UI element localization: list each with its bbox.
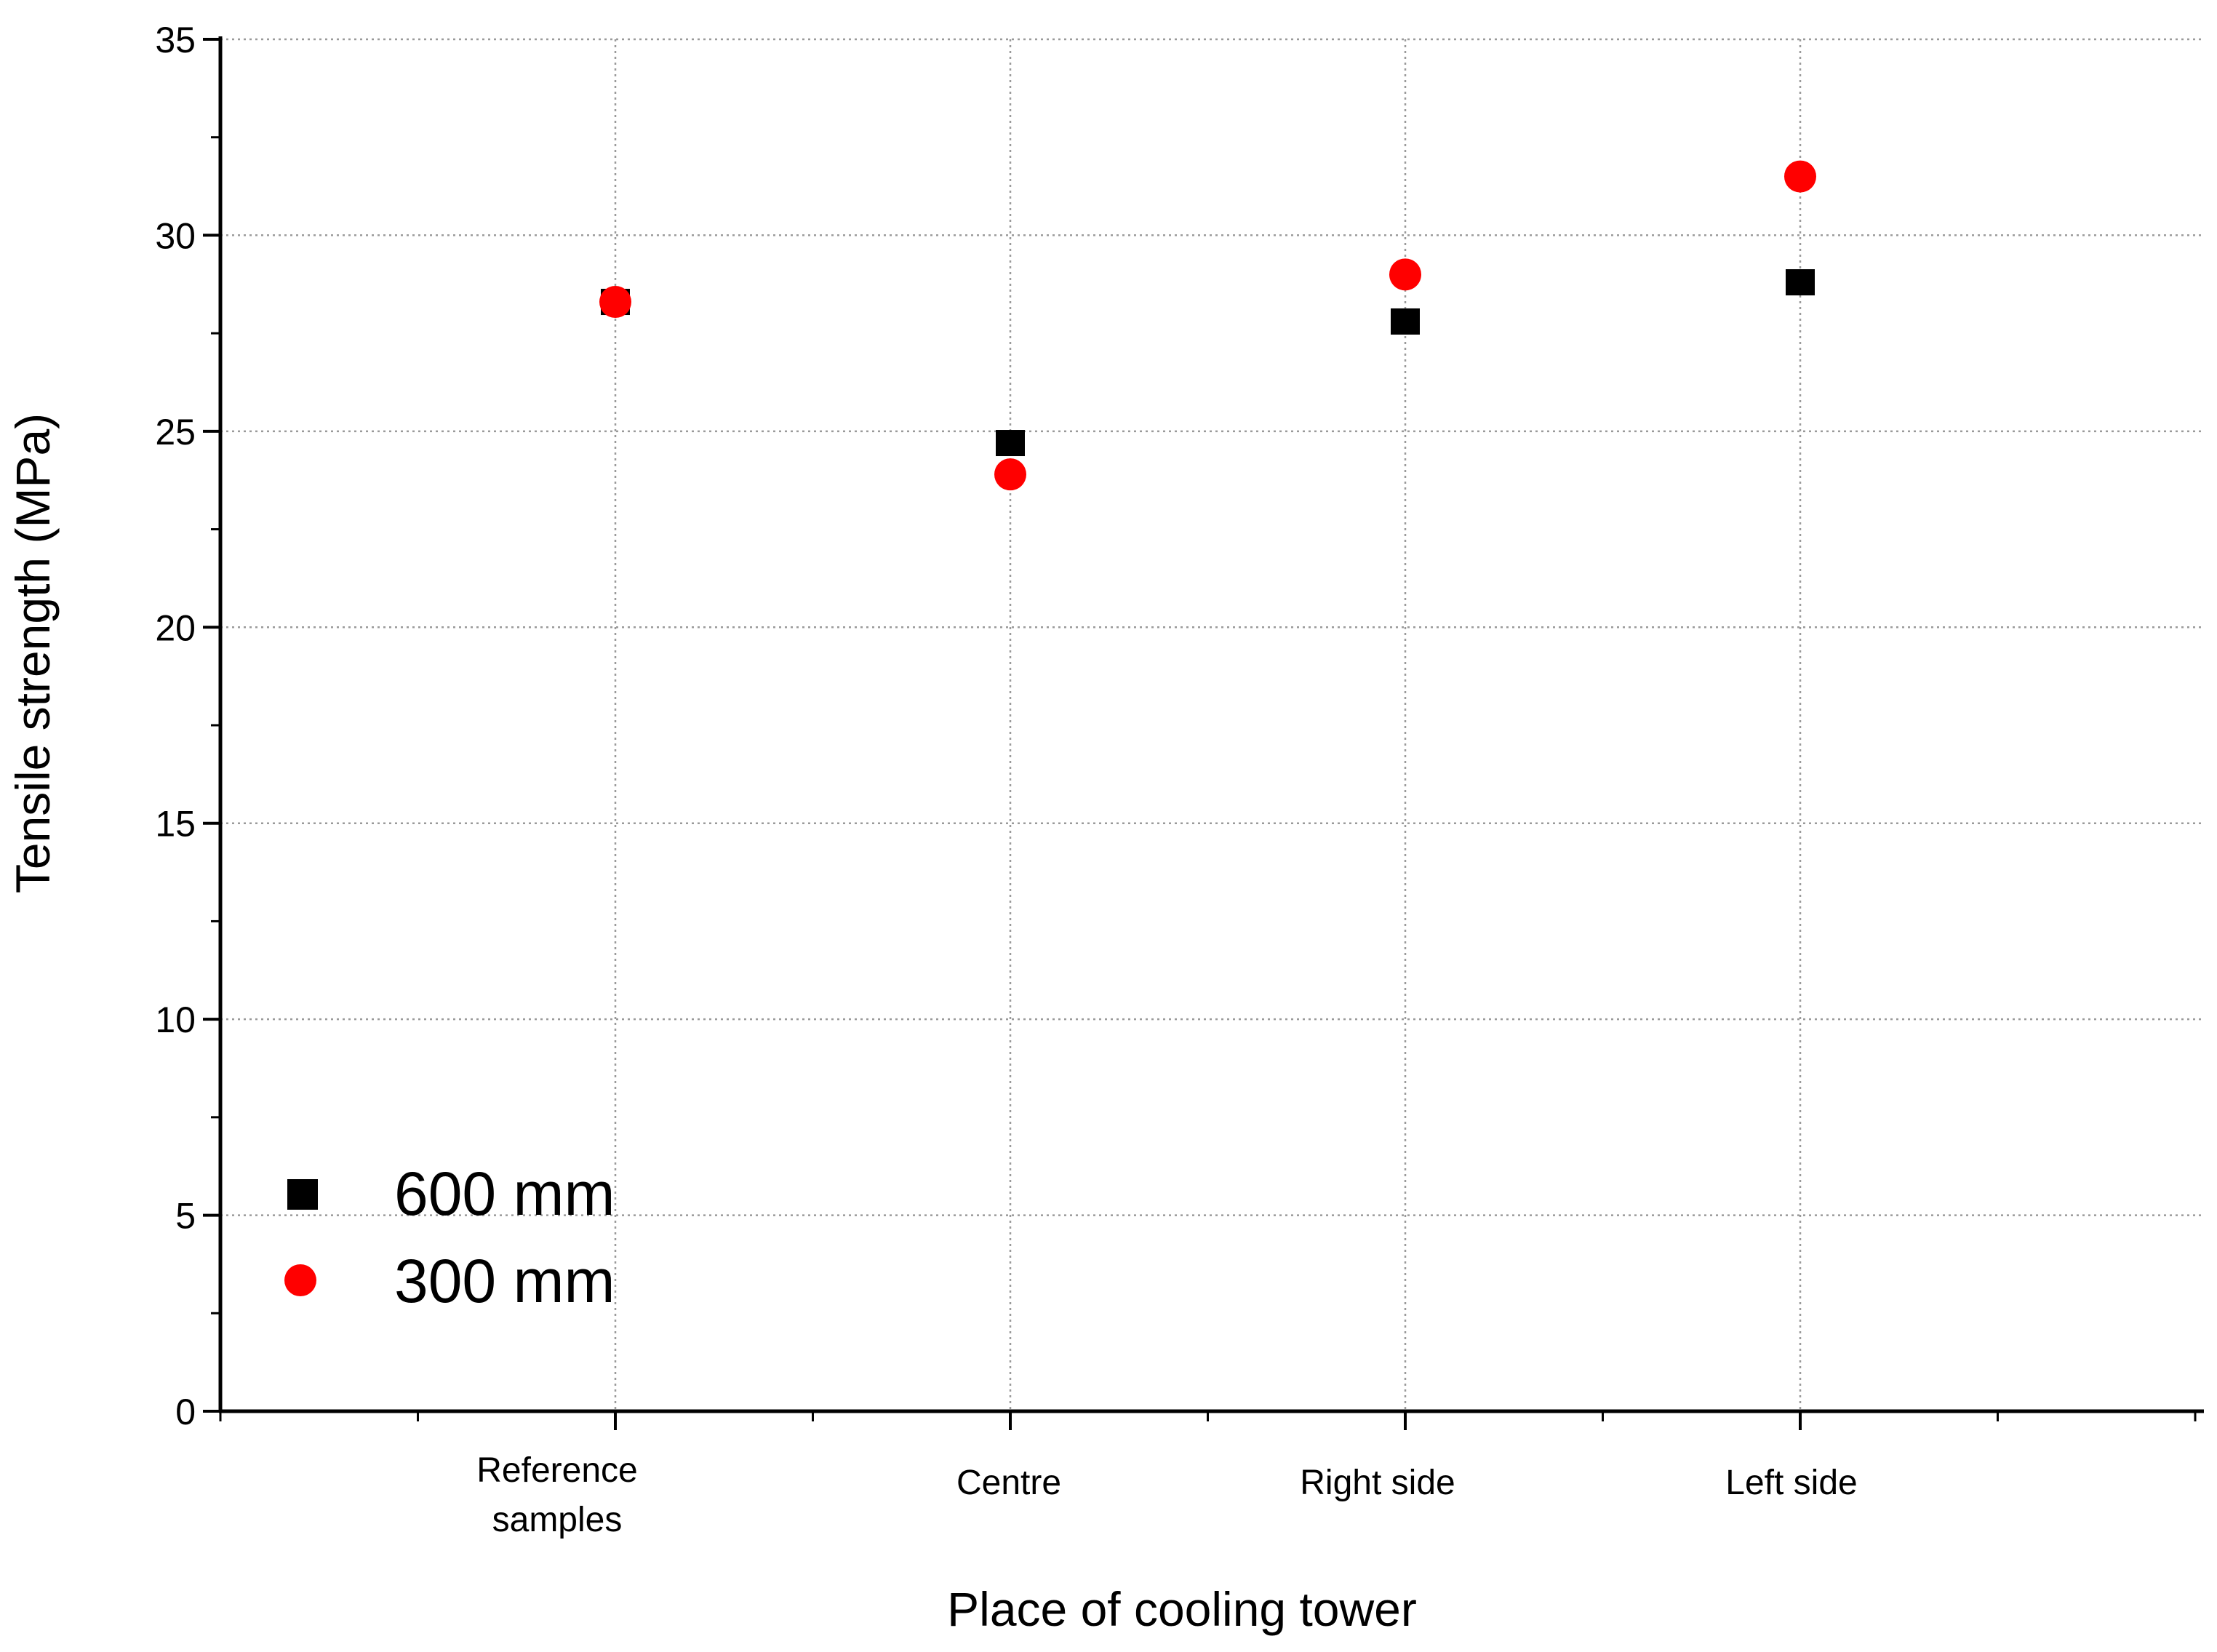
data-point-300mm — [994, 458, 1026, 491]
y-tick-label: 5 — [175, 1196, 196, 1237]
x-tick-label: Centre — [956, 1464, 1061, 1502]
y-tick-label: 0 — [175, 1392, 196, 1432]
data-point-600mm — [1391, 308, 1420, 335]
x-tick-label: Reference — [476, 1451, 637, 1490]
data-point-600mm — [996, 430, 1025, 457]
y-tick-label: 35 — [155, 20, 196, 60]
y-tick-label: 20 — [155, 607, 196, 648]
y-tick-labels: 0 5 10 15 20 25 30 35 — [155, 20, 196, 1432]
data-point-300mm — [1784, 160, 1816, 193]
x-tick-labels: Reference samples Centre Right side Left sid… — [476, 1451, 1857, 1539]
x-tick-label: samples — [492, 1501, 623, 1539]
legend: 600 mm 300 mm — [284, 1160, 615, 1315]
data-points — [599, 160, 1816, 491]
y-tick-label: 30 — [155, 215, 196, 256]
y-tick-label: 10 — [155, 999, 196, 1040]
legend-marker-600mm — [287, 1179, 318, 1210]
y-tick-label: 15 — [155, 804, 196, 845]
data-point-300mm — [1389, 258, 1421, 291]
data-point-300mm — [599, 286, 631, 319]
data-point-600mm — [1786, 269, 1815, 296]
legend-label-300mm: 300 mm — [394, 1247, 615, 1315]
x-axis-title: Place of cooling tower — [947, 1582, 1417, 1636]
legend-label-600mm: 600 mm — [394, 1160, 615, 1228]
x-tick-label: Left side — [1725, 1464, 1857, 1502]
axis-ticks — [203, 38, 2197, 1430]
y-axis-title: Tensile strength (MPa) — [6, 413, 60, 893]
y-tick-label: 25 — [155, 412, 196, 452]
x-tick-label: Right side — [1300, 1464, 1455, 1502]
legend-marker-300mm — [284, 1264, 316, 1296]
